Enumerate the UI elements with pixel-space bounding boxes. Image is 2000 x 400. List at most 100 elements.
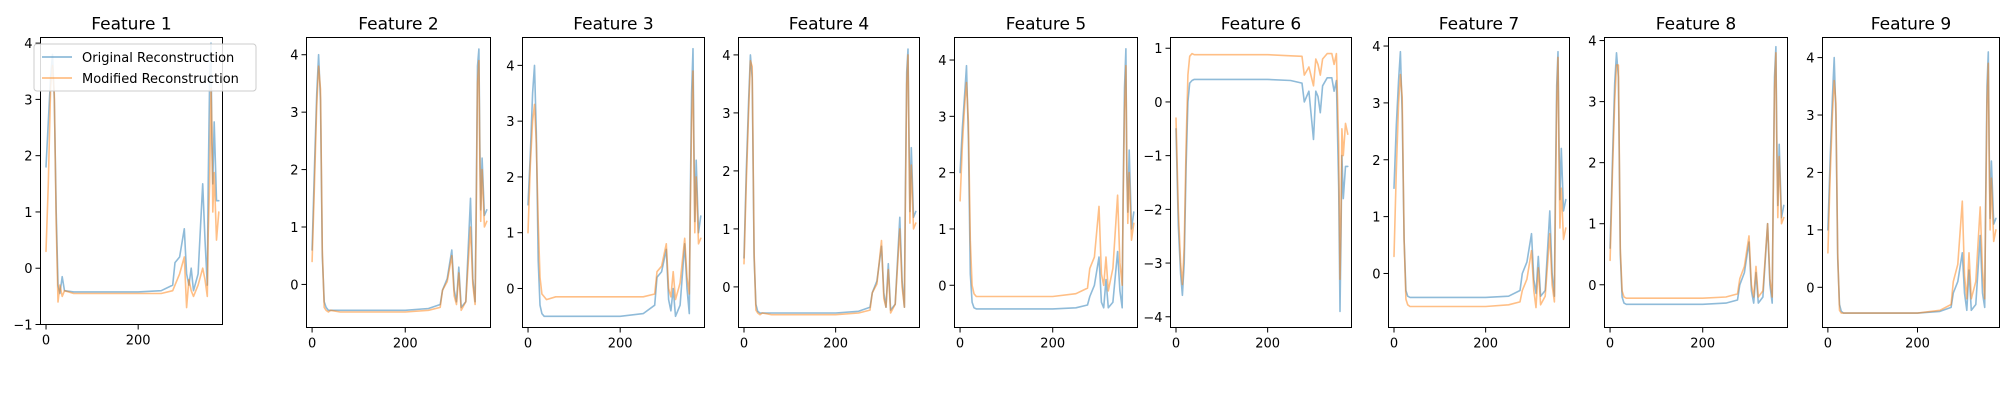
y-tick-label: 1 bbox=[722, 223, 730, 238]
plot-frame bbox=[40, 37, 223, 325]
x-tick-label: 200 bbox=[1473, 337, 1498, 352]
y-tick-label: 2 bbox=[1588, 157, 1596, 172]
subplot-6: Feature 6 0 200 −4 −3 −2 −1 0 1 bbox=[1143, 15, 1352, 352]
subplot-9: Feature 9 0 200 0 1 2 3 4 bbox=[1806, 15, 2000, 352]
subplot-title: Feature 7 bbox=[1439, 15, 1519, 35]
plot-frame bbox=[1388, 37, 1570, 328]
modified-reconstruction-line bbox=[1393, 56, 1567, 309]
x-tick-label: 200 bbox=[823, 337, 848, 352]
y-tick-label: 4 bbox=[938, 54, 946, 69]
y-tick-label: 1 bbox=[290, 221, 298, 236]
original-reconstruction-line bbox=[959, 47, 1135, 310]
y-tick-label: 2 bbox=[24, 150, 32, 165]
modified-reconstruction-line bbox=[1827, 62, 1997, 314]
y-tick-label: 2 bbox=[1372, 154, 1380, 169]
original-reconstruction-line bbox=[1175, 77, 1349, 313]
x-tick-label: 0 bbox=[740, 337, 748, 352]
x-tick-label: 0 bbox=[524, 337, 532, 352]
x-tick-label: 0 bbox=[956, 337, 964, 352]
subplot-title: Feature 9 bbox=[1871, 15, 1951, 35]
y-tick-label: 1 bbox=[938, 223, 946, 238]
x-tick-label: 0 bbox=[1606, 337, 1614, 352]
legend-entry: Modified Reconstruction bbox=[82, 72, 239, 87]
original-reconstruction-line bbox=[311, 48, 488, 312]
x-tick-label: 200 bbox=[608, 337, 633, 352]
y-tick-label: 0 bbox=[1154, 96, 1162, 111]
y-tick-label: −1 bbox=[1143, 150, 1162, 165]
x-tick-label: 0 bbox=[42, 334, 50, 349]
subplot-title: Feature 5 bbox=[1006, 15, 1086, 35]
subplot-title: Feature 1 bbox=[91, 15, 171, 35]
y-tick-label: 0 bbox=[290, 278, 298, 293]
x-tick-label: 200 bbox=[126, 334, 151, 349]
y-tick-label: 3 bbox=[938, 110, 946, 125]
subplot-title: Feature 3 bbox=[573, 15, 653, 35]
y-tick-label: 1 bbox=[1588, 218, 1596, 233]
y-tick-label: 0 bbox=[24, 262, 32, 277]
x-tick-label: 0 bbox=[1390, 337, 1398, 352]
x-tick-label: 200 bbox=[1255, 337, 1280, 352]
y-tick-label: 3 bbox=[722, 107, 730, 122]
modified-reconstruction-line bbox=[527, 70, 702, 301]
modified-reconstruction-line bbox=[959, 64, 1135, 298]
subplot-5: Feature 5 0 200 0 1 2 3 4 bbox=[938, 15, 1138, 352]
y-tick-label: 0 bbox=[1372, 267, 1380, 282]
y-tick-label: 2 bbox=[290, 164, 298, 179]
subplot-title: Feature 6 bbox=[1221, 15, 1301, 35]
y-tick-label: 0 bbox=[506, 282, 514, 297]
y-tick-label: 3 bbox=[1372, 97, 1380, 112]
subplot-8: Feature 8 0 200 0 1 2 3 4 bbox=[1588, 15, 1788, 352]
plot-frame bbox=[522, 37, 705, 328]
modified-reconstruction-line bbox=[1175, 52, 1349, 286]
modified-reconstruction-line bbox=[1609, 51, 1785, 300]
legend-entry: Original Reconstruction bbox=[82, 51, 234, 66]
plot-frame bbox=[954, 37, 1138, 328]
subplot-1: Feature 1 0 200 −1 0 1 2 3 4 bbox=[13, 15, 223, 349]
subplot-title: Feature 8 bbox=[1656, 15, 1736, 35]
y-tick-label: 4 bbox=[1806, 52, 1814, 67]
x-tick-label: 0 bbox=[308, 337, 316, 352]
subplot-title: Feature 4 bbox=[789, 15, 869, 35]
plot-frame bbox=[1170, 37, 1352, 328]
y-tick-label: 4 bbox=[506, 59, 514, 74]
y-tick-label: −3 bbox=[1143, 257, 1162, 272]
y-tick-label: 0 bbox=[938, 279, 946, 294]
plot-frame bbox=[1604, 37, 1788, 328]
subplot-4: Feature 4 0 200 0 1 2 3 4 bbox=[722, 15, 920, 352]
legend: Original Reconstruction Modified Reconstr… bbox=[33, 43, 257, 92]
y-tick-label: 0 bbox=[722, 281, 730, 296]
original-reconstruction-line bbox=[1393, 50, 1567, 299]
y-tick-label: −2 bbox=[1143, 203, 1162, 218]
y-tick-label: 1 bbox=[24, 206, 32, 221]
original-reconstruction-line bbox=[743, 48, 917, 314]
y-tick-label: 4 bbox=[290, 49, 298, 64]
x-tick-label: 200 bbox=[1905, 337, 1930, 352]
y-tick-label: 4 bbox=[1372, 40, 1380, 55]
y-tick-label: 0 bbox=[1806, 281, 1814, 296]
y-tick-label: 1 bbox=[1154, 42, 1162, 57]
y-tick-label: 4 bbox=[24, 37, 32, 52]
y-tick-label: 1 bbox=[506, 227, 514, 242]
x-tick-label: 200 bbox=[393, 337, 418, 352]
y-tick-label: 2 bbox=[506, 171, 514, 186]
y-tick-label: 4 bbox=[722, 49, 730, 64]
y-tick-label: −4 bbox=[1143, 311, 1162, 326]
legend-box bbox=[33, 43, 257, 92]
y-tick-label: 0 bbox=[1588, 279, 1596, 294]
y-tick-label: 3 bbox=[290, 106, 298, 121]
plot-frame bbox=[1822, 37, 2000, 328]
y-tick-label: 3 bbox=[1588, 96, 1596, 111]
y-tick-label: 3 bbox=[1806, 109, 1814, 124]
original-reconstruction-line bbox=[1609, 45, 1785, 306]
x-tick-label: 200 bbox=[1040, 337, 1065, 352]
x-tick-label: 0 bbox=[1824, 337, 1832, 352]
y-tick-label: 3 bbox=[24, 93, 32, 108]
original-reconstruction-line bbox=[527, 47, 702, 318]
modified-reconstruction-line bbox=[743, 54, 917, 316]
plot-frame bbox=[306, 37, 491, 328]
y-tick-label: 1 bbox=[1372, 211, 1380, 226]
modified-reconstruction-line bbox=[45, 64, 220, 309]
y-tick-label: 4 bbox=[1588, 35, 1596, 50]
subplot-title: Feature 2 bbox=[358, 15, 438, 35]
x-tick-label: 0 bbox=[1172, 337, 1180, 352]
